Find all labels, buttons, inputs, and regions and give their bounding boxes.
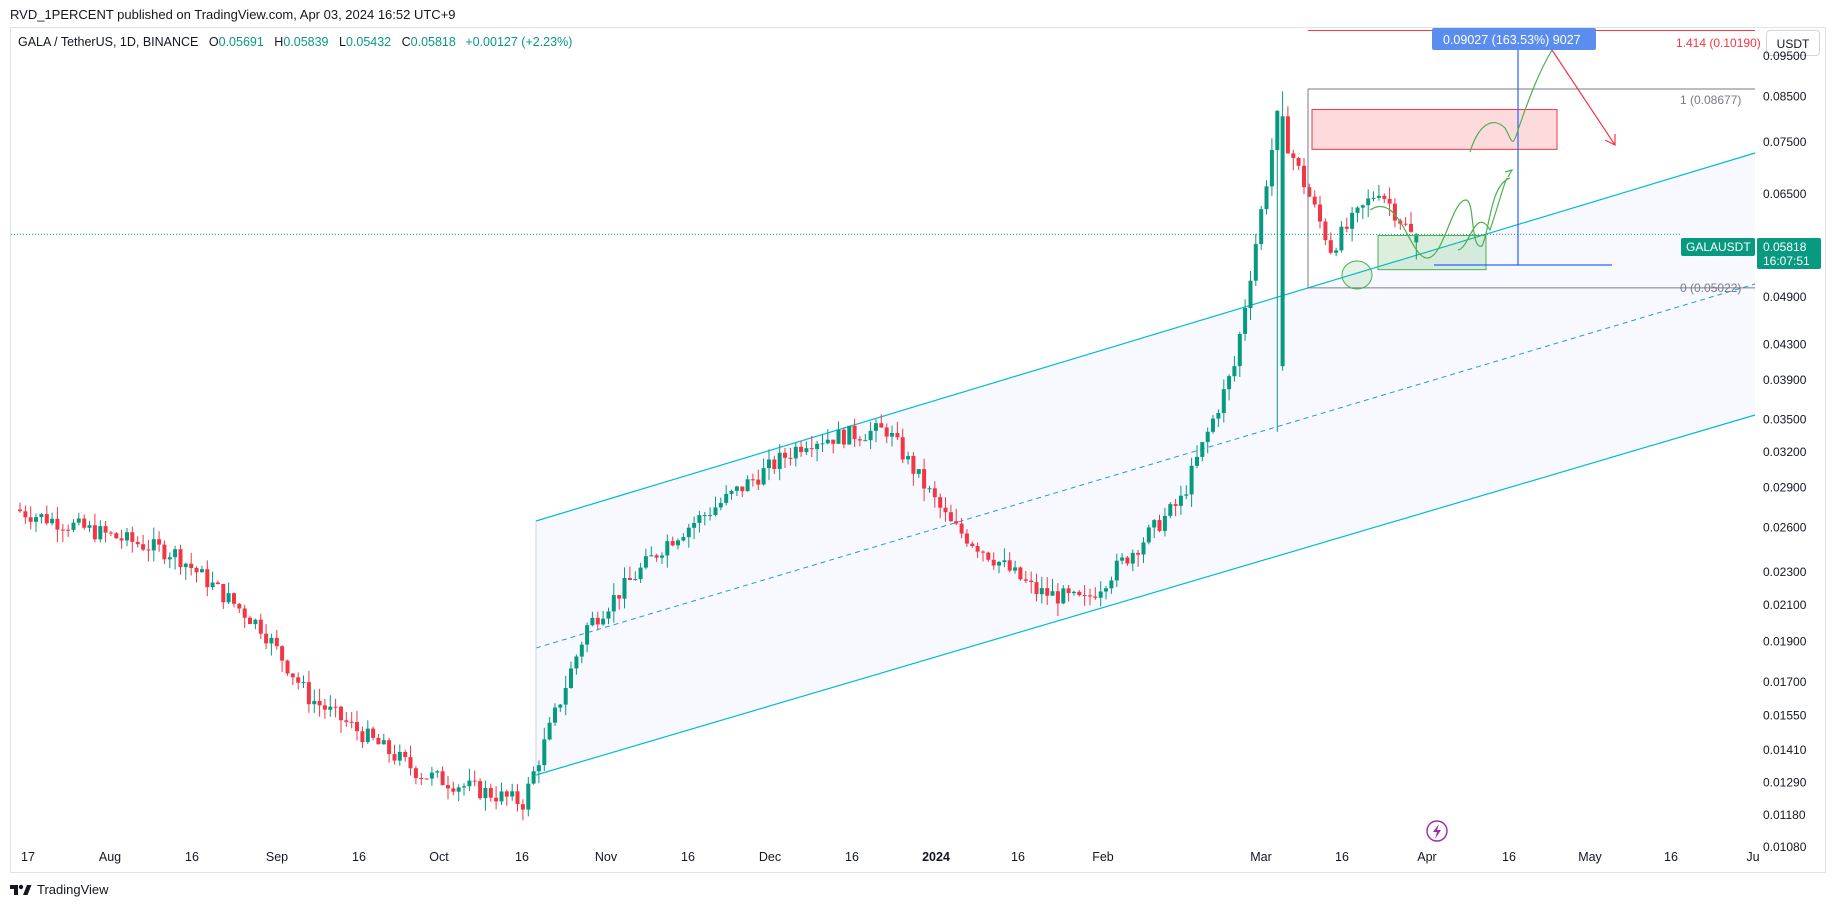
change-value: +0.00127 (+2.23%) bbox=[465, 35, 573, 49]
tradingview-logo-icon bbox=[10, 884, 32, 895]
publisher-caption: RVD_1PERCENT published on TradingView.co… bbox=[10, 7, 456, 22]
footer-brand[interactable]: TradingView bbox=[10, 882, 109, 897]
open-label: O bbox=[208, 35, 219, 49]
open-value: 0.05691 bbox=[218, 35, 264, 49]
symbol-title[interactable]: GALA / TetherUS, 1D, BINANCE bbox=[18, 35, 199, 49]
high-value: 0.05839 bbox=[283, 35, 329, 49]
symbol-legend: GALA / TetherUS, 1D, BINANCE O0.05691 H0… bbox=[18, 35, 572, 49]
close-label: C bbox=[401, 35, 411, 49]
footer-brand-label: TradingView bbox=[37, 882, 109, 897]
chart-frame bbox=[10, 27, 1826, 873]
currency-button[interactable]: USDT bbox=[1766, 30, 1820, 56]
high-label: H bbox=[274, 35, 284, 49]
close-value: 0.05818 bbox=[410, 35, 456, 49]
low-label: L bbox=[339, 35, 346, 49]
low-value: 0.05432 bbox=[345, 35, 392, 49]
